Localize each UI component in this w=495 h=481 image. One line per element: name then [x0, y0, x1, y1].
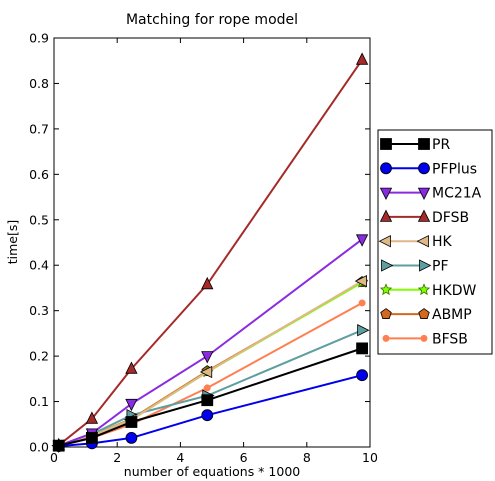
legend-marker-end-mc21a [417, 187, 431, 200]
plot-frame [53, 37, 371, 448]
data-point-pfplus [356, 369, 369, 382]
legend-label-pfplus: PFPlus [432, 161, 477, 177]
y-tick-label: 0.9 [29, 31, 49, 46]
data-point-pfplus [201, 409, 214, 422]
legend-marker-start-dfsb [379, 209, 393, 222]
legend-marker-end-pr [418, 138, 430, 150]
legend-marker-end-dfsb [417, 209, 431, 222]
series-layer [51, 52, 370, 454]
legend-label-dfsb: DFSB [432, 210, 469, 226]
y-tick-label: 0.7 [29, 121, 49, 136]
legend-marker-end-bfsb [420, 334, 428, 342]
y-tick-label: 0.3 [29, 303, 49, 318]
data-point-mc21a [125, 398, 138, 412]
x-tick-label: 10 [362, 450, 378, 465]
legend-label-pr: PR [432, 137, 450, 153]
y-tick-label: 0.4 [29, 258, 49, 273]
x-tick-label: 4 [176, 450, 184, 465]
legend-item-hk: HK [378, 234, 453, 250]
x-tick-label: 8 [303, 450, 311, 465]
legend: PR PFPlus MC21A DFSB HK PF HKDW ABMP BFSB [377, 129, 493, 355]
legend-marker-start-pfplus [380, 162, 392, 175]
y-tick-label: 0.1 [29, 394, 49, 409]
data-point-mc21a [355, 234, 369, 247]
legend-marker-end-hkdw [417, 283, 431, 296]
legend-label-hk: HK [432, 234, 453, 250]
data-point-bfsb [203, 384, 211, 392]
legend-marker-start-pf [381, 259, 394, 272]
y-tick-label: 0.8 [29, 76, 49, 91]
data-point-pf [357, 324, 370, 337]
data-point-mc21a [201, 351, 214, 364]
x-axis: 0 2 4 6 8 10 [50, 38, 378, 465]
legend-item-pfplus: PFPlus [380, 161, 477, 177]
y-axis: 0.0 0.1 0.2 0.3 0.4 0.5 0.6 0.7 0.8 0.9 [29, 31, 370, 455]
legend-marker-start-pr [380, 138, 392, 150]
legend-item-abmp: ABMP [380, 307, 472, 323]
legend-label-pf: PF [432, 259, 449, 275]
legend-marker-end-pf [419, 259, 432, 272]
legend-item-mc21a: MC21A [379, 186, 482, 202]
legend-item-dfsb: DFSB [379, 209, 469, 226]
data-point-dfsb [85, 411, 99, 424]
y-tick-label: 0.5 [29, 212, 49, 227]
chart-title: Matching for rope model [126, 12, 298, 28]
x-tick-label: 2 [113, 450, 121, 465]
legend-item-bfsb: BFSB [382, 331, 468, 347]
data-point-pr [125, 416, 138, 428]
legend-label-bfsb: BFSB [432, 331, 468, 347]
data-point-dfsb [201, 276, 214, 290]
y-tick-label: 0.0 [29, 440, 49, 455]
legend-marker-end-pfplus [418, 162, 430, 175]
legend-label-mc21a: MC21A [432, 186, 482, 202]
x-tick-label: 6 [240, 450, 248, 465]
data-point-pr [52, 439, 65, 452]
data-point-dfsb [355, 52, 369, 65]
x-tick-label: 0 [50, 450, 58, 465]
legend-item-hkdw: HKDW [379, 283, 476, 299]
data-point-hk [199, 365, 213, 379]
data-point-hk [354, 274, 368, 288]
data-point-pfplus [125, 432, 138, 444]
legend-label-abmp: ABMP [432, 307, 472, 323]
y-tick-label: 0.6 [29, 167, 49, 182]
legend-item-pr: PR [380, 137, 450, 153]
legend-marker-start-abmp [380, 308, 392, 319]
data-point-pr [201, 394, 214, 407]
data-point-pr [86, 432, 98, 444]
data-point-pr [356, 342, 369, 355]
legend-marker-start-mc21a [379, 187, 393, 200]
x-axis-label: number of equations * 1000 [124, 464, 300, 479]
legend-marker-end-hk [416, 235, 429, 248]
legend-marker-start-hkdw [379, 283, 393, 296]
legend-item-pf: PF [381, 259, 449, 275]
plot-area [53, 37, 371, 448]
legend-marker-start-hk [378, 235, 391, 248]
legend-marker-start-bfsb [382, 334, 390, 342]
y-axis-label: time[s] [5, 220, 20, 265]
y-tick-label: 0.2 [29, 349, 49, 364]
legend-marker-end-abmp [418, 308, 430, 319]
series-pr [52, 342, 369, 452]
legend-label-hkdw: HKDW [432, 283, 476, 299]
data-point-dfsb [125, 361, 138, 374]
data-point-bfsb [358, 299, 366, 307]
